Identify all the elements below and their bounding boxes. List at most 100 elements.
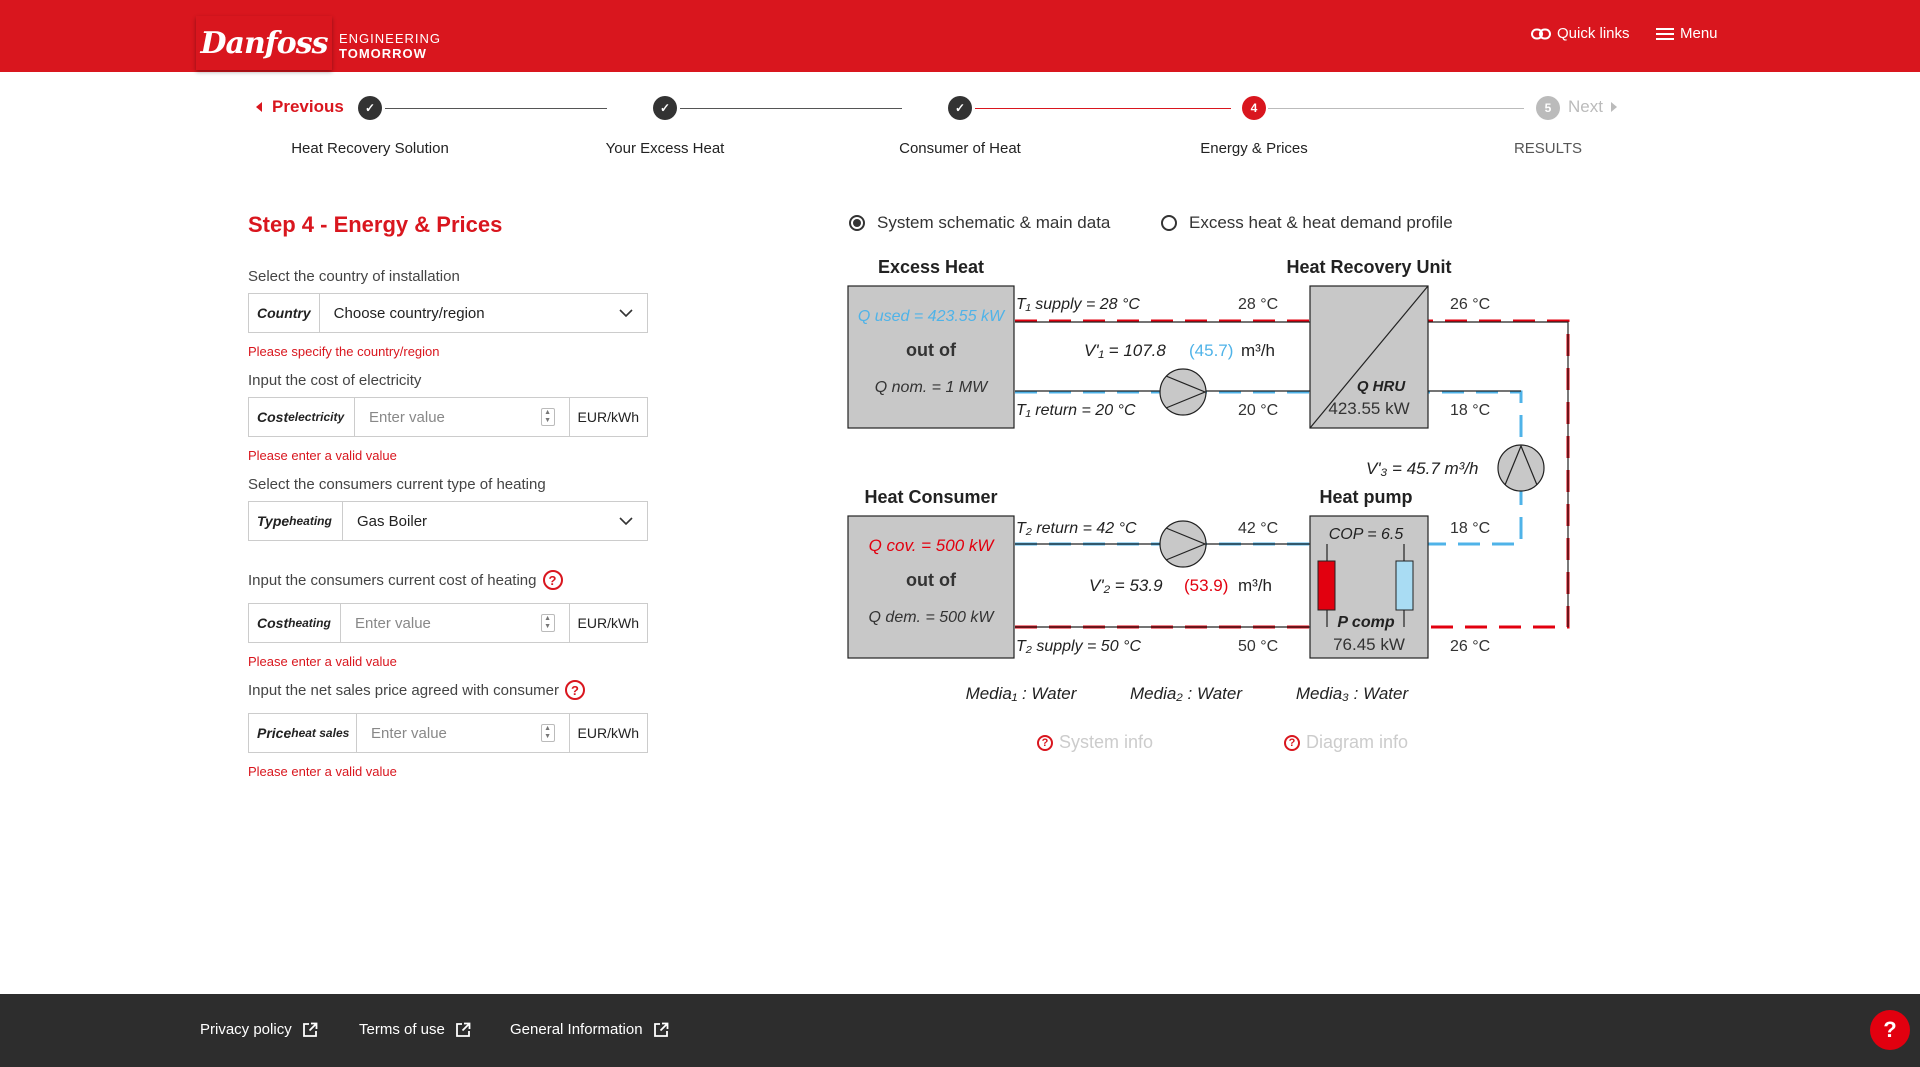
hamburger-icon [1656,27,1674,40]
country-select-value-wrap: Choose country/region [320,294,647,332]
number-stepper-icon[interactable]: ▲ ▼ [540,408,555,426]
view-option-schematic-label: System schematic & main data [877,213,1111,232]
sales-price-label: Input the net sales price agreed with co… [248,681,560,699]
step-label-consumer[interactable]: Consumer of Heat [899,140,1021,157]
sales-price-field[interactable]: Price heat sales Enter value ▲ ▼ EUR/kWh [248,713,648,753]
sales-price-prefix-sub: heat sales [291,726,350,740]
hp-t-out: 50 °C [1238,638,1278,655]
quick-links-button[interactable]: Quick links [1531,25,1630,42]
hru-t-right-top: 26 °C [1450,296,1490,313]
system-info-label: System info [1059,732,1154,752]
help-icon: ? [1037,734,1053,751]
v2-flow-unit: m³/h [1238,576,1272,595]
terms-of-use-link[interactable]: Terms of use [359,1021,471,1038]
sales-price-label-row: Input the net sales price agreed with co… [248,680,586,700]
view-option-profile[interactable]: Excess heat & heat demand profile [1161,213,1453,233]
external-link-icon [653,1022,668,1037]
tagline-line1: ENGINEERING [339,31,442,46]
help-chat-button[interactable]: ? [1870,1010,1910,1050]
next-button[interactable]: Next [1568,97,1617,117]
step-connector [1268,108,1524,109]
t1-supply: T₁ supply = 28 °C [1016,296,1140,313]
heating-cost-unit: EUR/kWh [568,604,647,642]
media-3: Media₃ : Water [1296,684,1410,703]
electricity-prefix-main: Cost [257,409,289,425]
danfoss-logo[interactable]: Danfoss [196,16,332,70]
radio-unchecked-icon[interactable] [1161,215,1177,231]
terms-of-use-label: Terms of use [359,1021,445,1038]
t2-return: T₂ return = 42 °C [1016,520,1137,537]
electricity-input[interactable]: Enter value ▲ ▼ [355,398,569,436]
country-select[interactable]: Country Choose country/region [248,293,648,333]
external-link-icon [455,1022,471,1037]
heating-cost-placeholder: Enter value [355,614,431,632]
system-info-link[interactable]: ? System info [1037,732,1153,753]
heating-cost-label-row: Input the consumers current cost of heat… [248,570,563,590]
top-header-bar: Danfoss ENGINEERING TOMORROW Quick links… [0,0,1920,72]
step-1-check-icon[interactable]: ✓ [358,96,382,120]
tagline: ENGINEERING TOMORROW [339,31,441,61]
hru-t-right-bottom: 18 °C [1450,402,1490,419]
step-connector [680,108,902,109]
pump-2-icon [1159,520,1207,568]
hru-t-out: 20 °C [1238,402,1278,419]
pump-1-icon [1159,368,1207,416]
electricity-cost-field[interactable]: Cost electricity Enter value ▲ ▼ EUR/kWh [248,397,648,437]
help-icon[interactable]: ? [565,680,586,700]
q-hru-value: 423.55 kW [1328,399,1409,418]
cop: COP = 6.5 [1329,526,1404,543]
radio-checked-icon[interactable] [849,215,865,231]
hp-t-in: 42 °C [1238,520,1278,537]
v3-flow: V'₃ = 45.7 m³/h [1366,459,1479,478]
step-4-indicator: 4 [1242,96,1266,120]
t1-return: T₁ return = 20 °C [1016,402,1136,419]
heating-cost-prefix: Cost heating [249,604,341,642]
previous-button[interactable]: Previous [256,97,344,117]
footer [0,994,1920,1067]
heating-type-value-wrap: Gas Boiler [343,502,647,540]
system-schematic-diagram: Excess Heat Q used = 423.55 kW out of Q … [847,257,1570,703]
step-label-results: RESULTS [1513,140,1583,157]
sales-price-placeholder: Enter value [371,724,447,742]
general-information-link[interactable]: General Information [510,1021,669,1038]
heating-cost-label: Input the consumers current cost of heat… [248,571,537,589]
sales-price-unit: EUR/kWh [568,714,647,752]
electricity-error: Please enter a valid value [248,448,397,463]
step-2-check-icon[interactable]: ✓ [653,96,677,120]
external-link-icon [302,1022,318,1037]
heating-cost-field[interactable]: Cost heating Enter value ▲ ▼ EUR/kWh [248,603,648,643]
number-stepper-icon[interactable]: ▲ ▼ [540,614,555,632]
v1-flow-unit: m³/h [1241,341,1275,360]
step-3-check-icon[interactable]: ✓ [948,96,972,120]
country-label: Select the country of installation [248,268,460,285]
step-label-heat-recovery[interactable]: Heat Recovery Solution [291,140,449,157]
next-label: Next [1568,97,1603,116]
q-dem: Q dem. = 500 kW [869,609,996,626]
menu-label: Menu [1680,25,1718,42]
heating-type-select[interactable]: Type heating Gas Boiler [248,501,648,541]
step-connector [975,108,1231,109]
chevron-down-icon [619,517,633,525]
p-comp-label: P comp [1337,614,1394,631]
general-information-label: General Information [510,1021,643,1038]
number-stepper-icon[interactable]: ▲ ▼ [540,724,555,742]
q-hru-label: Q HRU [1357,378,1407,395]
menu-button[interactable]: Menu [1656,25,1718,42]
diagram-info-link[interactable]: ? Diagram info [1284,732,1408,753]
heating-type-label: Select the consumers current type of hea… [248,476,546,493]
q-used: Q used = 423.55 kW [858,308,1006,325]
view-option-schematic[interactable]: System schematic & main data [849,213,1110,233]
heat-consumer-box [847,515,1015,659]
q-nom: Q nom. = 1 MW [875,379,989,396]
view-option-profile-label: Excess heat & heat demand profile [1189,213,1453,232]
hru-title: Heat Recovery Unit [1286,257,1451,277]
v1-flow-paren: (45.7) [1189,341,1233,360]
heating-cost-input[interactable]: Enter value ▲ ▼ [341,604,569,642]
heating-cost-prefix-sub: heating [288,616,331,630]
sales-price-input[interactable]: Enter value ▲ ▼ [357,714,569,752]
heating-type-value: Gas Boiler [357,512,428,530]
privacy-policy-link[interactable]: Privacy policy [200,1021,318,1038]
help-icon[interactable]: ? [542,570,563,590]
sales-price-error: Please enter a valid value [248,764,397,779]
step-label-excess-heat[interactable]: Your Excess Heat [605,140,725,157]
